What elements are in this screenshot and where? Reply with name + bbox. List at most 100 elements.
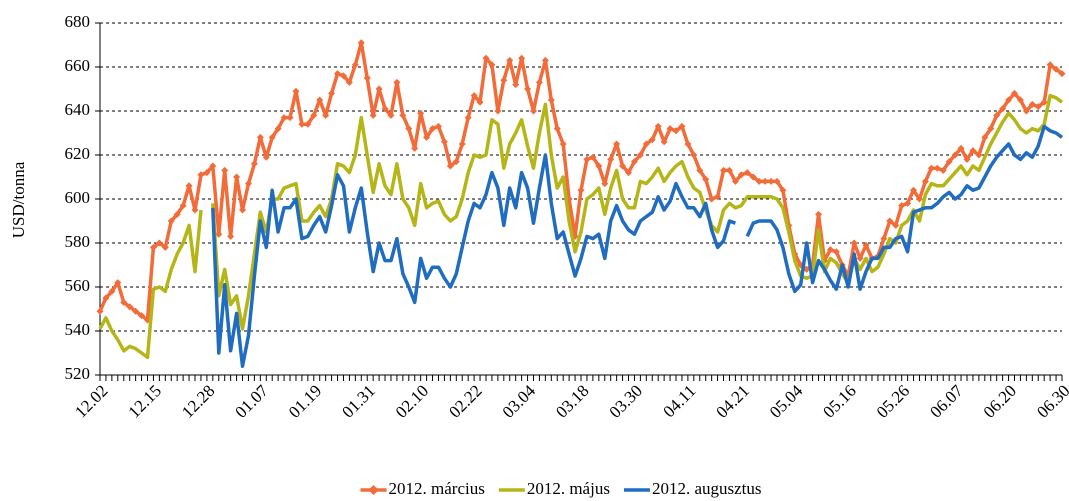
point-marker: [981, 133, 989, 141]
y-tick-label: 640: [65, 100, 91, 119]
x-tick-label: 05.04: [766, 381, 807, 422]
point-marker: [939, 166, 947, 174]
point-marker: [239, 206, 247, 214]
point-marker: [660, 138, 668, 146]
x-tick-label: 12.15: [125, 381, 165, 421]
point-marker: [215, 230, 223, 238]
point-marker: [375, 85, 383, 93]
point-marker: [149, 243, 157, 251]
x-tick-label: 01.31: [338, 381, 378, 421]
point-marker: [405, 125, 413, 133]
point-marker: [488, 61, 496, 69]
point-marker: [524, 85, 532, 93]
point-marker: [619, 162, 627, 170]
point-marker: [684, 140, 692, 148]
point-marker: [577, 186, 585, 194]
point-marker: [250, 160, 258, 168]
point-marker: [815, 210, 823, 218]
x-tick-label: 05.16: [819, 381, 859, 421]
point-marker: [387, 111, 395, 119]
point-marker: [826, 246, 834, 254]
point-marker: [429, 125, 437, 133]
point-marker: [500, 76, 508, 84]
legend-label: 2012. március: [389, 479, 485, 498]
point-marker: [108, 287, 116, 295]
point-marker: [132, 307, 140, 315]
point-marker: [951, 151, 959, 159]
point-marker: [904, 199, 912, 207]
point-marker: [203, 169, 211, 177]
y-tick-label: 660: [65, 56, 91, 75]
point-marker: [179, 202, 187, 210]
legend-label: 2012. május: [527, 479, 610, 498]
point-marker: [553, 125, 561, 133]
point-marker: [755, 177, 763, 185]
point-marker: [856, 254, 864, 262]
x-tick-label: 05.26: [873, 381, 913, 421]
point-marker: [452, 158, 460, 166]
point-marker: [862, 241, 870, 249]
point-marker: [589, 153, 597, 161]
point-marker: [114, 279, 122, 287]
point-marker: [161, 243, 169, 251]
point-marker: [708, 195, 716, 203]
series-line: [745, 124, 1064, 294]
x-tick-label: 04.11: [659, 381, 699, 421]
point-marker: [927, 164, 935, 172]
x-tick-label: 06.07: [926, 381, 967, 422]
point-marker: [921, 177, 929, 185]
point-marker: [328, 89, 336, 97]
x-tick-label: 02.10: [392, 381, 432, 421]
point-marker: [304, 120, 312, 128]
point-marker: [963, 155, 971, 163]
point-marker: [1040, 98, 1048, 106]
point-marker: [102, 294, 110, 302]
point-marker: [292, 87, 300, 95]
point-marker: [345, 78, 353, 86]
point-marker: [583, 155, 591, 163]
point-marker: [743, 169, 751, 177]
point-marker: [547, 96, 555, 104]
point-marker: [999, 105, 1007, 113]
point-marker: [1028, 100, 1036, 108]
point-marker: [494, 107, 502, 115]
y-tick-label: 600: [65, 188, 91, 207]
point-marker: [702, 175, 710, 183]
point-marker: [167, 217, 175, 225]
point-marker: [945, 158, 953, 166]
point-marker: [126, 303, 134, 311]
x-tick-label: 01.19: [285, 381, 325, 421]
point-marker: [173, 210, 181, 218]
x-tick-label: 06.30: [1033, 381, 1069, 421]
point-marker: [1022, 107, 1030, 115]
point-marker: [440, 138, 448, 146]
x-tick-label: 12.02: [71, 381, 111, 421]
point-marker: [1005, 96, 1013, 104]
series-line: [98, 41, 1064, 322]
point-marker: [369, 111, 377, 119]
point-marker: [221, 166, 229, 174]
point-marker: [767, 177, 775, 185]
point-marker: [381, 105, 389, 113]
point-marker: [357, 39, 365, 47]
legend-marker: [368, 485, 379, 495]
point-marker: [975, 151, 983, 159]
point-marker: [506, 56, 514, 64]
point-marker: [642, 140, 650, 148]
point-marker: [933, 164, 941, 172]
point-marker: [393, 78, 401, 86]
point-marker: [636, 151, 644, 159]
point-marker: [696, 166, 704, 174]
point-marker: [625, 169, 633, 177]
point-marker: [227, 232, 235, 240]
x-tick-label: 02.22: [445, 381, 485, 421]
point-marker: [678, 122, 686, 130]
point-marker: [1034, 103, 1042, 111]
point-marker: [714, 193, 722, 201]
point-marker: [779, 186, 787, 194]
point-marker: [850, 239, 858, 247]
point-marker: [197, 171, 205, 179]
y-tick-label: 520: [65, 364, 91, 383]
point-marker: [601, 180, 609, 188]
